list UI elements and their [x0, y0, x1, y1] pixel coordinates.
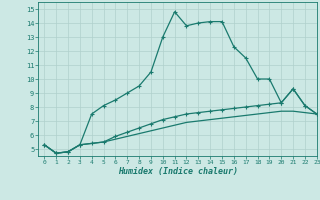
X-axis label: Humidex (Indice chaleur): Humidex (Indice chaleur) [118, 167, 238, 176]
